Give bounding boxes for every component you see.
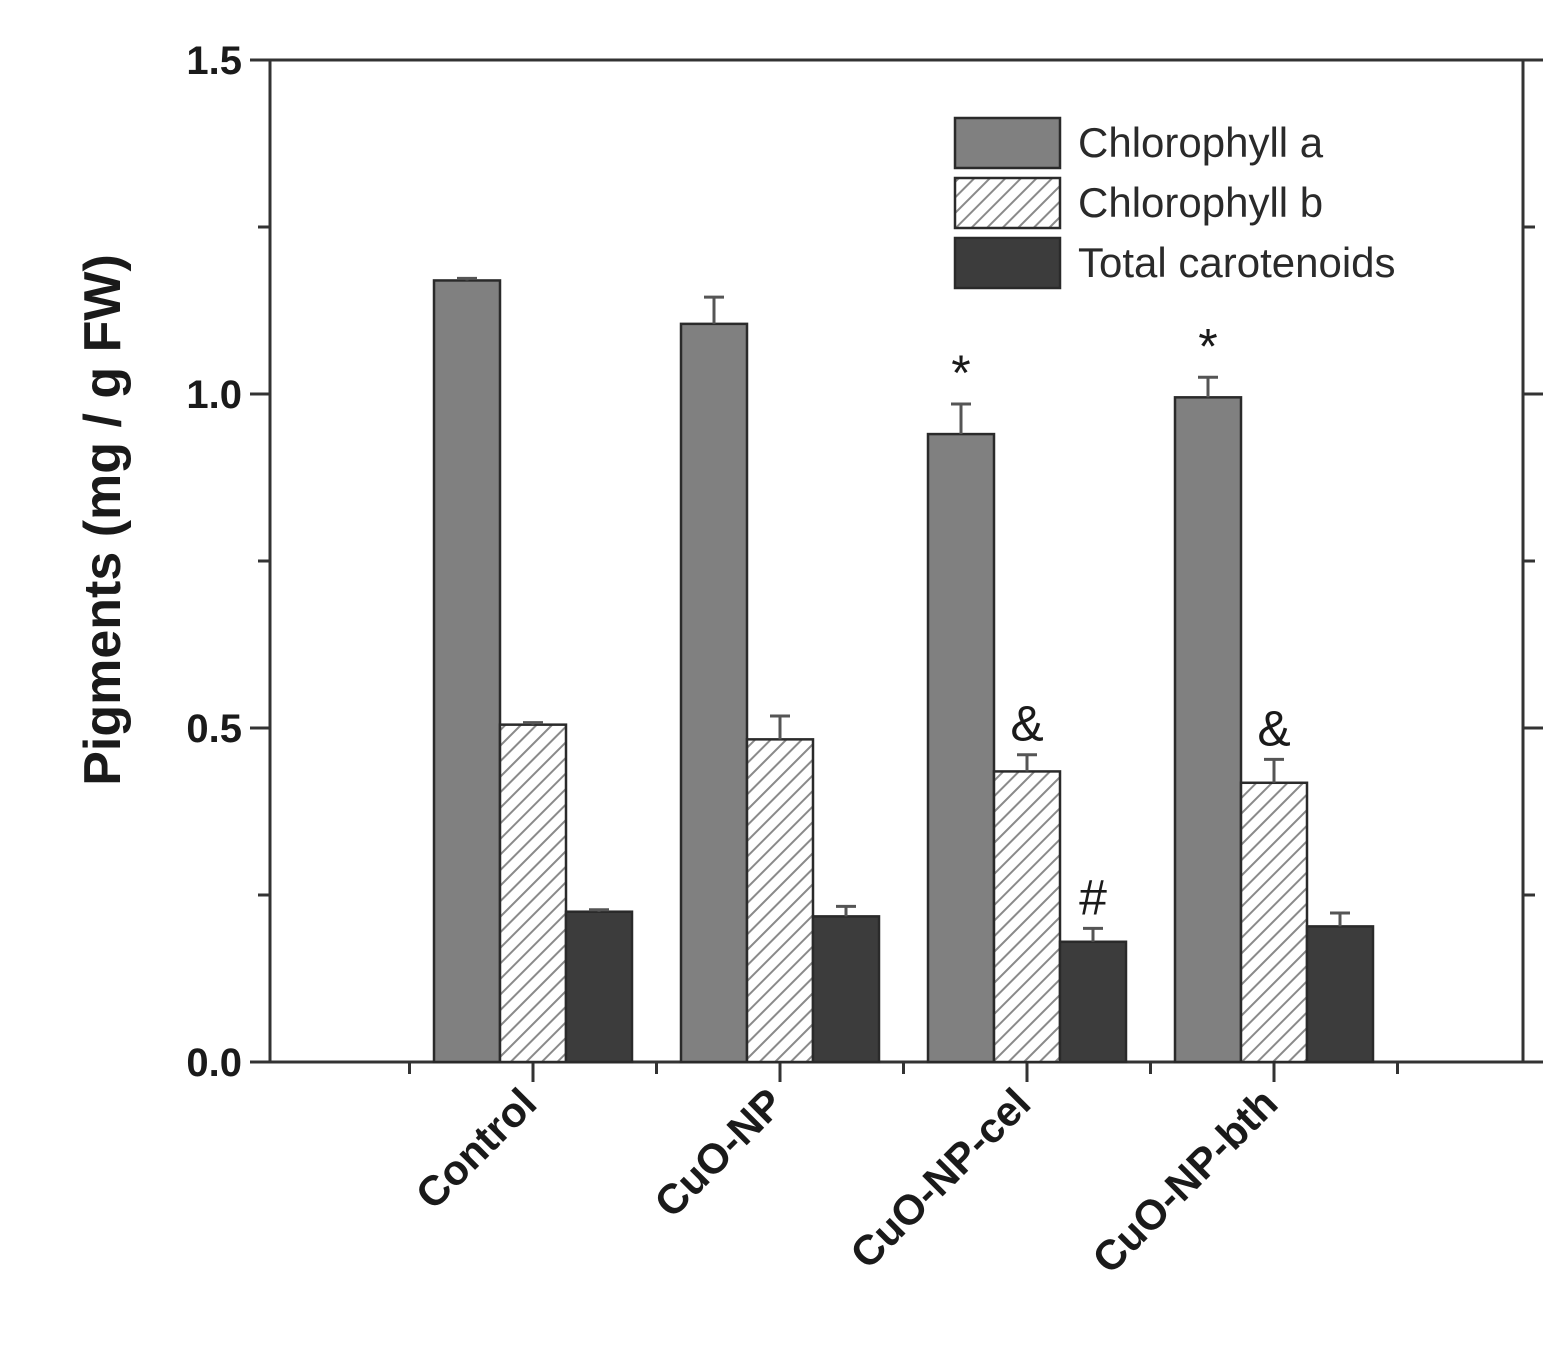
legend-swatch-chlorophyll-b: [953, 176, 1062, 230]
bar-total-carotenoids-control: [564, 910, 634, 1064]
x-tick-label: CuO-NP: [645, 1079, 792, 1226]
bar-chlorophyll-a-cuo-np-bth: [1173, 396, 1243, 1064]
bar-chlorophyll-b-cuo-np-cel: [992, 770, 1062, 1064]
significance-mark: *: [1198, 318, 1217, 374]
annotation-group: * * & & #: [951, 318, 1290, 925]
bar-chlorophyll-a-cuo-np: [679, 322, 749, 1064]
bar-total-carotenoids-cuo-np-bth: [1305, 925, 1375, 1064]
bar-series-group: [432, 279, 1375, 1064]
significance-mark: &: [1010, 696, 1043, 752]
legend-label: Chlorophyll b: [1078, 179, 1323, 226]
bar-chlorophyll-a-control: [432, 279, 502, 1064]
bar-chlorophyll-a-cuo-np-cel: [926, 432, 996, 1064]
error-bar-group: [457, 276, 1350, 942]
bar-total-carotenoids-cuo-np: [811, 915, 881, 1064]
y-tick-label: 1.5: [186, 39, 242, 83]
y-axis-title: Pigments (mg / g FW): [74, 254, 132, 786]
y-tick-label: 0.5: [186, 707, 242, 751]
x-tick-label: Control: [407, 1079, 546, 1218]
bar-total-carotenoids-cuo-np-cel: [1058, 940, 1128, 1064]
legend-label: Total carotenoids: [1078, 239, 1396, 286]
legend-swatch-chlorophyll-a: [953, 116, 1062, 170]
x-tick-label: CuO-NP-bth: [1083, 1079, 1286, 1282]
bar-chlorophyll-b-cuo-np-bth: [1239, 781, 1309, 1064]
legend-label: Chlorophyll a: [1078, 119, 1324, 166]
legend: Chlorophyll a Chlorophyll b Total caroteno…: [953, 116, 1396, 290]
x-tick-label: CuO-NP-cel: [841, 1079, 1039, 1277]
y-axis: 0.0 0.5 1.0 1.5: [186, 39, 1543, 1085]
significance-mark: *: [951, 345, 970, 401]
bar-chlorophyll-b-control: [498, 723, 568, 1064]
legend-swatch-total-carotenoids: [953, 236, 1062, 290]
bar-chlorophyll-b-cuo-np: [745, 738, 815, 1064]
significance-mark: #: [1079, 869, 1107, 925]
significance-mark: &: [1257, 700, 1290, 756]
y-tick-label: 0.0: [186, 1041, 242, 1085]
x-axis: Control CuO-NP CuO-NP-cel CuO-NP-bth: [407, 1062, 1399, 1282]
y-tick-label: 1.0: [186, 373, 242, 417]
